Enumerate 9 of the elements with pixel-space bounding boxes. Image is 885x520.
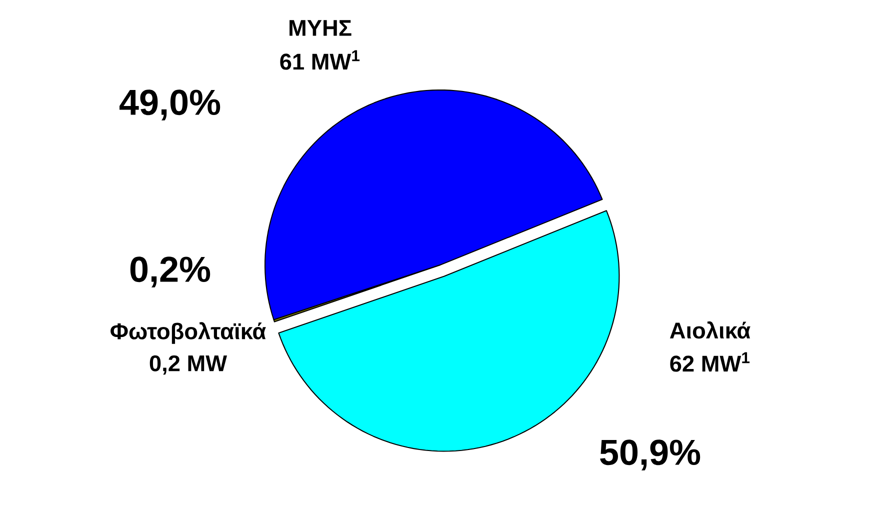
text: 61 MW$^{1}$ — [280, 50, 360, 70]
text: 0,2 MW — [150, 355, 228, 375]
slice-label: Αιολικά — [670, 321, 750, 339]
data-label: 0,2% — [130, 256, 210, 288]
data-label: 49,0% — [120, 90, 220, 120]
text: 62 MW$^{1}$ — [670, 352, 750, 372]
slice-label: ΜΥΗΣ — [290, 20, 352, 36]
slice-label: Φωτοβολταϊκά — [110, 322, 266, 344]
data-label: 50,9% — [600, 440, 700, 470]
